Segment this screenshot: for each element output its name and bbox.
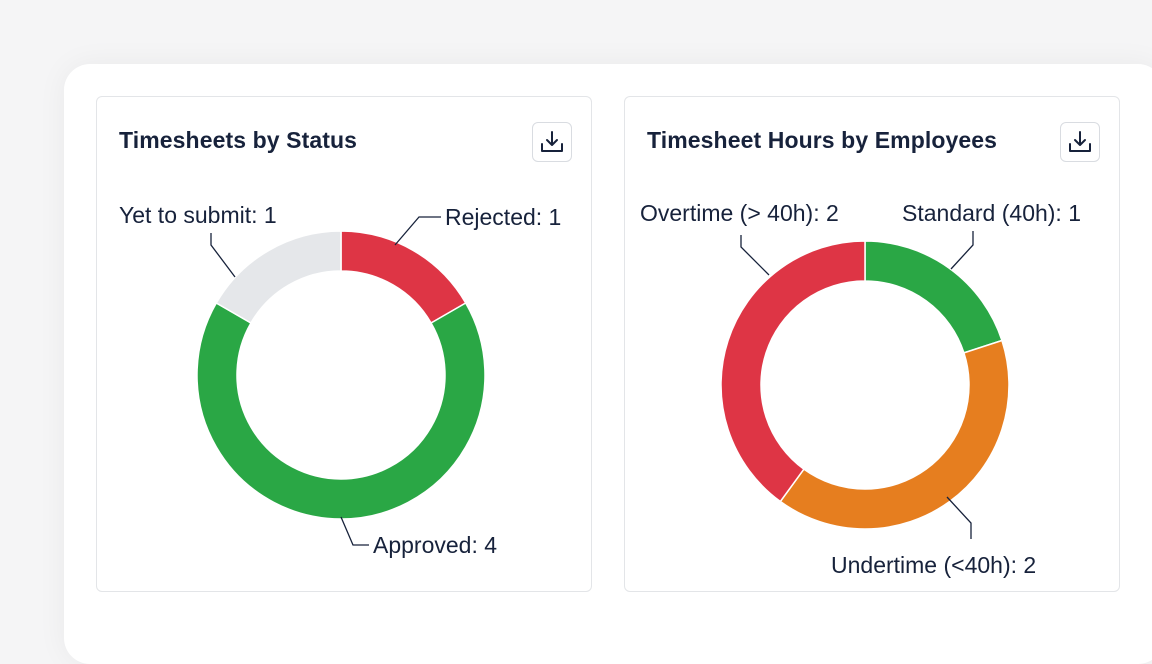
data-label: Overtime (> 40h): 2 bbox=[640, 200, 839, 226]
leader-line bbox=[340, 516, 369, 546]
leader-line bbox=[740, 235, 770, 276]
data-label: Approved: 4 bbox=[373, 532, 497, 558]
download-button[interactable] bbox=[1060, 122, 1100, 162]
timesheet-hours-by-employees-card: Timesheet Hours by Employees Standard (4… bbox=[624, 96, 1120, 592]
data-label: Standard (40h): 1 bbox=[902, 200, 1081, 226]
download-icon bbox=[1069, 131, 1091, 152]
card-title: Timesheet Hours by Employees bbox=[647, 127, 998, 153]
donut-slice-rejected[interactable] bbox=[340, 230, 467, 325]
data-label: Undertime (<40h): 2 bbox=[831, 552, 1036, 578]
timesheets-by-status-card: Timesheets by Status Rejected: 1 Approved… bbox=[96, 96, 592, 592]
data-label: Yet to submit: 1 bbox=[119, 202, 277, 228]
leader-line bbox=[946, 496, 972, 539]
card-title: Timesheets by Status bbox=[119, 127, 358, 153]
data-label: Rejected: 1 bbox=[445, 204, 561, 230]
donut-slice-yet-to-submit[interactable] bbox=[215, 230, 342, 325]
status-donut-chart: Rejected: 1 Approved: 4 Yet to submit: 1 bbox=[119, 202, 561, 558]
leader-line bbox=[394, 216, 441, 246]
download-icon bbox=[541, 131, 563, 152]
leader-line bbox=[950, 231, 974, 270]
donut-slice-undertime-40h[interactable] bbox=[779, 339, 1010, 530]
leader-line bbox=[210, 233, 236, 278]
donut-slice-overtime-40h[interactable] bbox=[720, 240, 866, 503]
hours-donut-chart: Standard (40h): 1 Undertime (<40h): 2 Over… bbox=[640, 200, 1081, 578]
download-button[interactable] bbox=[532, 122, 572, 162]
donut-slice-standard-40h[interactable] bbox=[864, 240, 1003, 354]
donut-slice-approved[interactable] bbox=[196, 301, 486, 520]
